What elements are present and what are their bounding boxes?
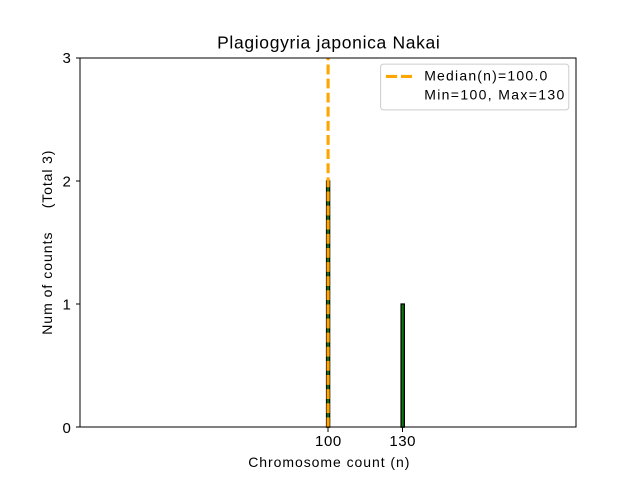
svg-text:Num of counts: Num of counts	[39, 232, 55, 335]
svg-text:3: 3	[63, 50, 71, 67]
svg-text:0: 0	[63, 420, 71, 437]
svg-text:Chromosome count (n): Chromosome count (n)	[248, 454, 410, 470]
svg-text:(Total 3): (Total 3)	[39, 150, 55, 209]
svg-text:2: 2	[63, 173, 71, 190]
svg-text:Median(n)=100.0: Median(n)=100.0	[424, 68, 548, 84]
svg-text:Min=100, Max=130: Min=100, Max=130	[424, 87, 565, 103]
svg-text:130: 130	[389, 433, 416, 450]
svg-text:Plagiogyria japonica Nakai: Plagiogyria japonica Nakai	[217, 33, 440, 53]
svg-text:1: 1	[63, 297, 71, 314]
svg-text:100: 100	[315, 433, 342, 450]
